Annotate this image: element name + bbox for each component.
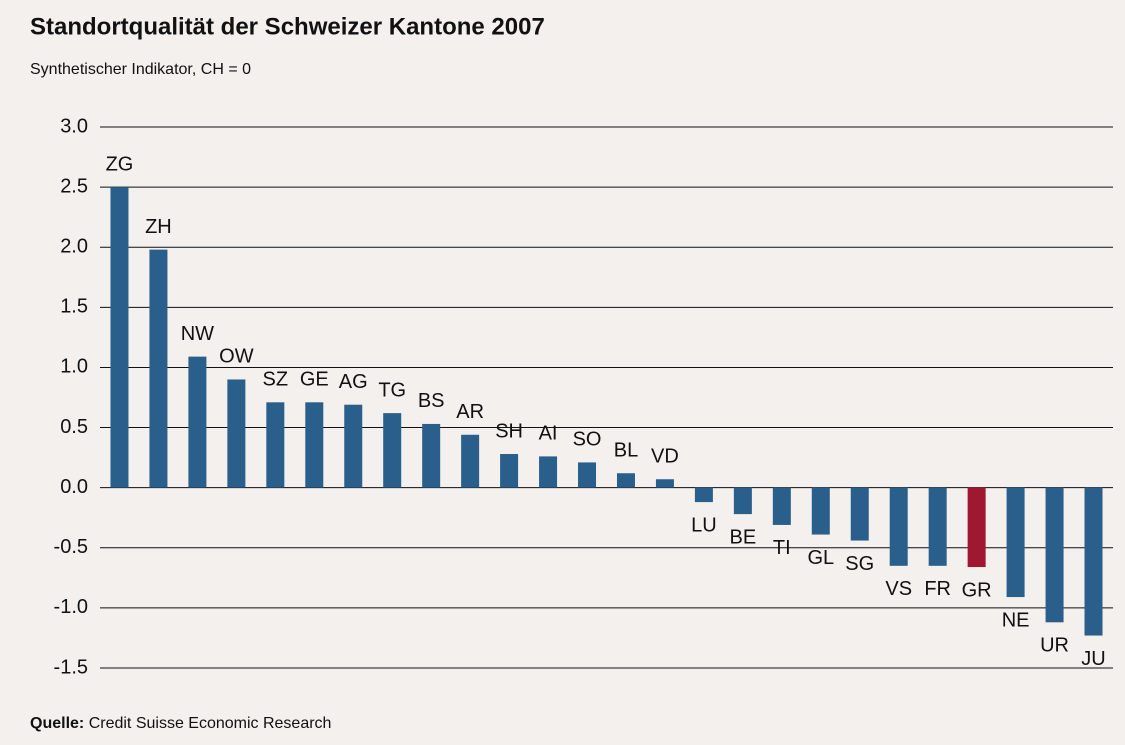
category-label: SH: [495, 420, 523, 442]
chart-subtitle: Synthetischer Indikator, CH = 0: [30, 61, 251, 78]
bar: [383, 413, 402, 488]
category-label: GR: [962, 579, 992, 601]
source-text: Credit Suisse Economic Research: [89, 715, 332, 732]
category-label: SG: [845, 553, 874, 575]
category-label: NE: [1002, 609, 1030, 631]
bar: [422, 423, 441, 488]
bar: [616, 473, 635, 488]
bar: [1045, 487, 1064, 623]
y-tick-label: 2.5: [60, 175, 88, 197]
category-label: TI: [773, 537, 791, 559]
category-label: BE: [730, 526, 757, 548]
bar: [266, 402, 285, 488]
bar: [578, 462, 597, 488]
bar: [344, 404, 363, 488]
y-tick-label: 1.0: [60, 356, 88, 378]
y-tick-label: 0.0: [60, 476, 88, 498]
category-label: SO: [573, 429, 602, 451]
category-label: ZH: [145, 216, 172, 238]
bar: [539, 456, 558, 488]
category-label: AG: [339, 371, 368, 393]
bar: [967, 487, 986, 568]
category-label: GL: [807, 547, 834, 569]
bar: [811, 487, 830, 535]
category-label: NW: [181, 323, 214, 345]
category-label: AI: [539, 423, 558, 445]
bar: [1006, 487, 1025, 598]
category-label: AR: [456, 401, 484, 423]
bar: [1084, 487, 1103, 636]
bar: [149, 249, 168, 488]
y-tick-label: 1.5: [60, 296, 88, 318]
category-label: VS: [885, 578, 912, 600]
bar: [188, 356, 207, 488]
category-label: GE: [300, 369, 329, 391]
bar: [305, 402, 324, 488]
y-tick-label: 3.0: [60, 115, 88, 137]
category-label: FR: [924, 578, 951, 600]
category-label: TG: [378, 379, 406, 401]
bar: [850, 487, 869, 541]
bar: [733, 487, 752, 515]
category-label: OW: [219, 346, 254, 368]
category-label: VD: [651, 446, 679, 468]
bar: [694, 487, 713, 503]
bar: [110, 187, 129, 488]
y-tick-label: 2.0: [60, 236, 88, 258]
bar: [655, 479, 674, 488]
source-note: Quelle: Credit Suisse Economic Research: [30, 715, 331, 732]
bar: [227, 379, 246, 488]
y-tick-label: -1.5: [54, 656, 88, 678]
bar: [500, 454, 519, 488]
y-tick-label: 0.5: [60, 416, 88, 438]
y-tick-label: -0.5: [54, 536, 88, 558]
category-label: UR: [1040, 635, 1069, 657]
source-label: Quelle:: [30, 715, 84, 732]
category-label: BL: [614, 440, 638, 462]
bar: [889, 487, 908, 566]
category-label: ZG: [106, 153, 134, 175]
category-label: JU: [1081, 648, 1105, 670]
chart-title: Standortqualität der Schweizer Kantone 2…: [30, 13, 545, 40]
category-label: LU: [691, 514, 717, 536]
bar: [772, 487, 791, 525]
bar: [461, 434, 480, 488]
y-tick-label: -1.0: [54, 596, 88, 618]
category-label: BS: [418, 390, 445, 412]
category-label: SZ: [263, 369, 289, 391]
bar: [928, 487, 947, 566]
